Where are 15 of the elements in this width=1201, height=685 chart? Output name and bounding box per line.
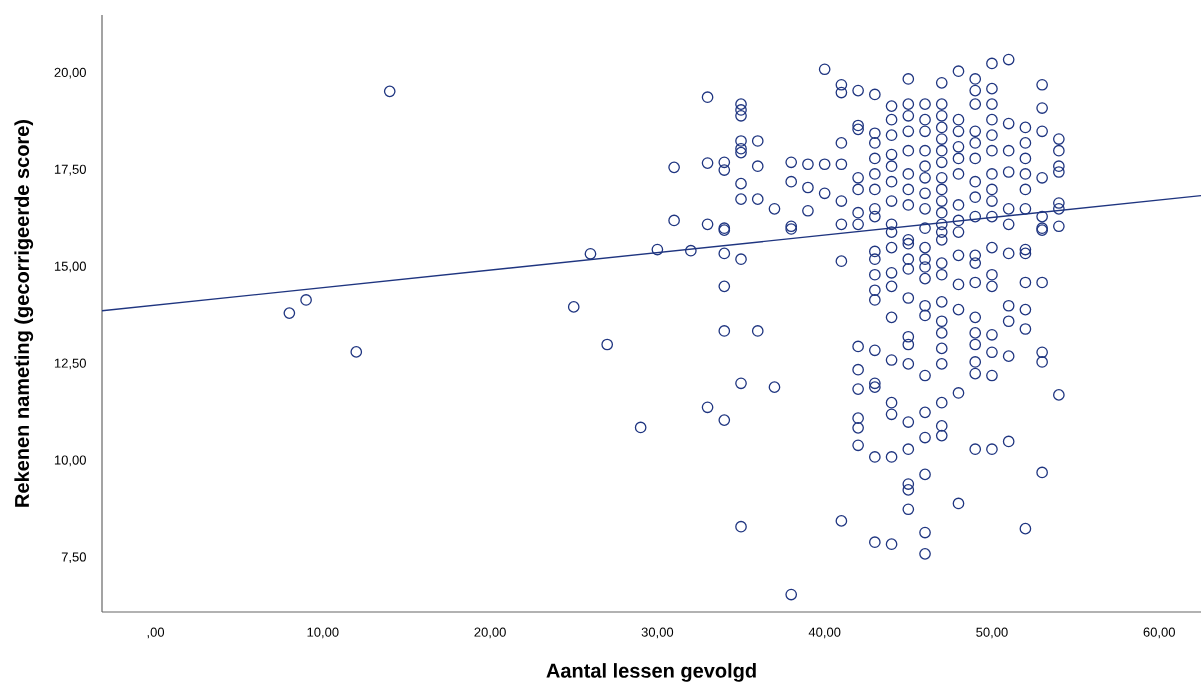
x-tick-label: 50,00 (976, 627, 1008, 639)
y-tick-label: 7,50 (61, 552, 86, 564)
y-tick-label: 12,50 (54, 358, 86, 370)
x-tick-label: 60,00 (1143, 627, 1175, 639)
x-tick-label: 20,00 (474, 627, 506, 639)
y-tick-label: 15,00 (54, 261, 86, 273)
x-tick-label: 10,00 (307, 627, 339, 639)
y-tick-label: 10,00 (54, 455, 86, 467)
y-axis-title: Rekenen nameting (gecorrigeerde score) (14, 120, 34, 507)
x-tick-label: 30,00 (641, 627, 674, 639)
x-tick-label: 40,00 (808, 627, 841, 639)
y-tick-label: 17,50 (54, 164, 86, 176)
x-tick-label: ,00 (147, 627, 165, 639)
y-tick-label: 20,00 (54, 67, 86, 79)
x-axis-title: Aantal lessen gevolgd (546, 663, 756, 682)
